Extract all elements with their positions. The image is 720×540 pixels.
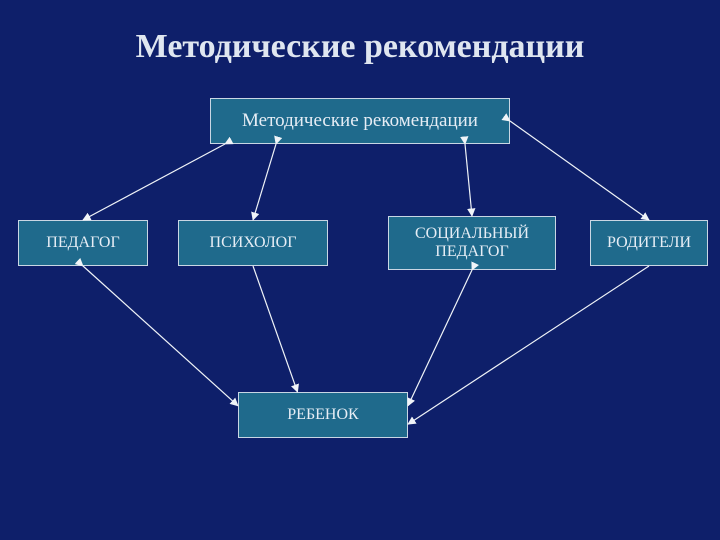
- node-socped-label: СОЦИАЛЬНЫЙ ПЕДАГОГ: [393, 225, 551, 262]
- node-psycholog: ПСИХОЛОГ: [178, 220, 328, 266]
- node-top-label: Методические рекомендации: [242, 110, 478, 132]
- node-roditeli: РОДИТЕЛИ: [590, 220, 708, 266]
- node-psycholog-label: ПСИХОЛОГ: [210, 234, 297, 252]
- slide-background: [0, 0, 720, 540]
- node-pedagog-label: ПЕДАГОГ: [46, 234, 119, 252]
- node-socped: СОЦИАЛЬНЫЙ ПЕДАГОГ: [388, 216, 556, 270]
- node-rebenok-label: РЕБЕНОК: [287, 406, 358, 424]
- node-top-box: Методические рекомендации: [210, 98, 510, 144]
- node-rebenok: РЕБЕНОК: [238, 392, 408, 438]
- slide-title: Методические рекомендации: [0, 28, 720, 66]
- node-roditeli-label: РОДИТЕЛИ: [607, 234, 691, 252]
- node-pedagog: ПЕДАГОГ: [18, 220, 148, 266]
